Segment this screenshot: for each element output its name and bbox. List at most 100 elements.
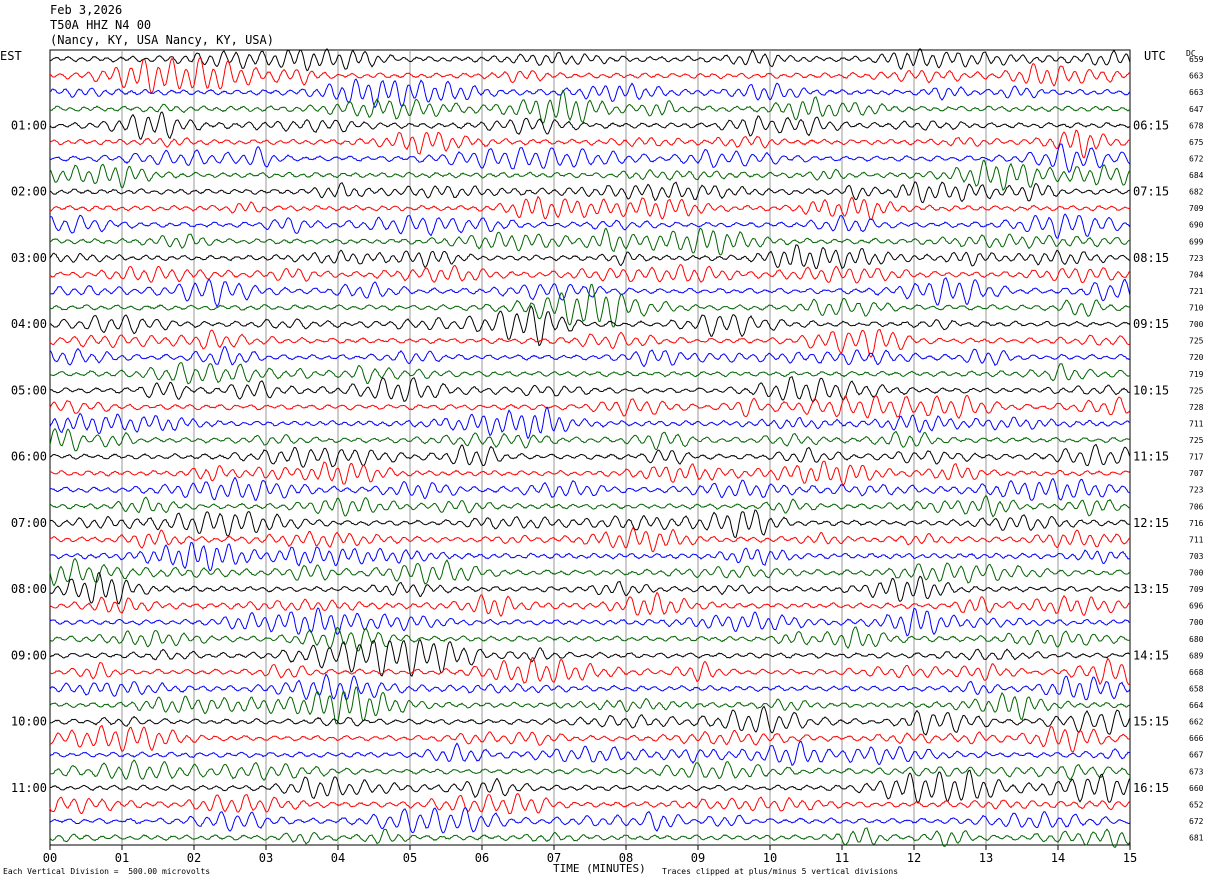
dc-offset-label: 717 bbox=[1189, 453, 1204, 462]
seismic-trace bbox=[49, 460, 1131, 486]
dc-header-label: DC bbox=[1186, 49, 1196, 58]
seismic-trace bbox=[49, 181, 1131, 204]
dc-offset-label: 682 bbox=[1189, 188, 1204, 197]
dc-offset-label: 684 bbox=[1189, 171, 1204, 180]
x-tick-label: 06 bbox=[475, 851, 489, 865]
dc-offset-label: 680 bbox=[1189, 635, 1204, 644]
seismic-trace bbox=[49, 48, 1131, 72]
time-axis: 00 01 02 03 04 05 06 07 08 09 10 11 12 13 14 15 bbox=[43, 845, 1137, 865]
seismic-trace bbox=[49, 807, 1131, 834]
dc-offset-label: 711 bbox=[1189, 535, 1204, 544]
seismic-trace bbox=[49, 328, 1131, 358]
seismic-trace bbox=[50, 78, 1131, 109]
dc-offset-label: 721 bbox=[1189, 287, 1204, 296]
seismic-trace bbox=[49, 673, 1131, 701]
right-time-label: 16:15 bbox=[1133, 781, 1169, 795]
dc-offset-label: 709 bbox=[1189, 204, 1204, 213]
dc-offset-label: 668 bbox=[1189, 668, 1204, 677]
left-time-labels: 01:00 02:00 03:00 04:00 05:00 06:00 07:00 08:00… bbox=[11, 118, 47, 795]
seismic-trace bbox=[49, 656, 1131, 686]
seismic-trace bbox=[49, 283, 1131, 328]
dc-offset-label: 700 bbox=[1189, 320, 1204, 329]
dc-offset-label: 672 bbox=[1189, 154, 1204, 163]
x-tick-label: 11 bbox=[835, 851, 849, 865]
x-tick-label: 02 bbox=[187, 851, 201, 865]
plot-grid bbox=[49, 49, 1131, 846]
x-tick-label: 05 bbox=[403, 851, 417, 865]
seismic-trace bbox=[49, 626, 1131, 652]
dc-offset-label: 672 bbox=[1189, 817, 1204, 826]
seismic-trace bbox=[49, 724, 1131, 753]
right-time-label: 06:15 bbox=[1133, 118, 1169, 132]
seismic-trace bbox=[49, 264, 1131, 284]
seismic-trace bbox=[49, 591, 1131, 618]
dc-offset-label: 681 bbox=[1189, 834, 1204, 843]
x-tick-label: 15 bbox=[1123, 851, 1137, 865]
left-time-label: 09:00 bbox=[11, 648, 47, 662]
left-time-label: 07:00 bbox=[11, 516, 47, 530]
footer-scale-note: Each Vertical Division = 500.00 microvol… bbox=[3, 867, 211, 876]
dc-offset-label: 709 bbox=[1189, 585, 1204, 594]
plot-frame bbox=[49, 49, 1131, 846]
seismic-trace bbox=[49, 428, 1131, 452]
dc-offset-label: 710 bbox=[1189, 304, 1204, 313]
dc-offset-label: 666 bbox=[1189, 734, 1204, 743]
dc-offset-label: 658 bbox=[1189, 684, 1204, 693]
header-station: T50A HHZ N4 00 bbox=[50, 18, 152, 32]
dc-offset-label: 659 bbox=[1189, 55, 1204, 64]
dc-offset-label: 703 bbox=[1189, 552, 1204, 561]
right-timezone-label: UTC bbox=[1144, 49, 1166, 63]
dc-offset-label: 725 bbox=[1189, 436, 1204, 445]
dc-offset-label: 660 bbox=[1189, 784, 1204, 793]
left-time-label: 11:00 bbox=[11, 781, 47, 795]
dc-offset-label: 723 bbox=[1189, 486, 1204, 495]
dc-offset-label: 663 bbox=[1189, 72, 1204, 81]
dc-offset-label: 664 bbox=[1189, 701, 1204, 710]
x-tick-label: 13 bbox=[979, 851, 993, 865]
left-time-label: 01:00 bbox=[11, 118, 47, 132]
right-time-label: 15:15 bbox=[1133, 715, 1169, 729]
dc-offset-label: 716 bbox=[1189, 519, 1204, 528]
seismic-trace bbox=[49, 375, 1131, 403]
dc-offset-label: 690 bbox=[1189, 221, 1204, 230]
seismic-trace bbox=[49, 740, 1131, 766]
seismic-trace bbox=[49, 277, 1131, 308]
dc-offset-label: 704 bbox=[1189, 270, 1204, 279]
seismic-trace bbox=[49, 827, 1131, 849]
seismic-trace bbox=[49, 476, 1131, 501]
dc-offset-label: 675 bbox=[1189, 138, 1204, 147]
dc-offset-label: 706 bbox=[1189, 502, 1204, 511]
seismic-trace bbox=[49, 346, 1131, 368]
left-time-label: 05:00 bbox=[11, 383, 47, 397]
x-tick-label: 07 bbox=[547, 851, 561, 865]
seismic-trace bbox=[49, 362, 1131, 385]
right-time-label: 09:15 bbox=[1133, 317, 1169, 331]
right-time-label: 14:15 bbox=[1133, 648, 1169, 662]
seismic-trace bbox=[49, 541, 1131, 572]
seismic-trace bbox=[49, 213, 1131, 239]
x-tick-label: 03 bbox=[259, 851, 273, 865]
dc-offset-label: 699 bbox=[1189, 237, 1204, 246]
dc-offset-label: 663 bbox=[1189, 88, 1204, 97]
dc-offset-label: 652 bbox=[1189, 800, 1204, 809]
footer-clip-note: Traces clipped at plus/minus 5 vertical … bbox=[662, 867, 899, 876]
dc-offset-label: 707 bbox=[1189, 469, 1204, 478]
seismic-trace bbox=[49, 526, 1131, 553]
right-time-label: 13:15 bbox=[1133, 582, 1169, 596]
seismic-trace bbox=[49, 227, 1131, 256]
seismic-trace bbox=[49, 509, 1131, 539]
seismic-trace bbox=[49, 638, 1131, 677]
x-tick-label: 08 bbox=[619, 851, 633, 865]
dc-offset-label: 662 bbox=[1189, 718, 1204, 727]
seismic-trace bbox=[50, 769, 1131, 804]
seismic-trace bbox=[49, 129, 1131, 159]
right-time-label: 11:15 bbox=[1133, 450, 1169, 464]
seismic-trace bbox=[49, 494, 1131, 518]
dc-offset-label: 725 bbox=[1189, 386, 1204, 395]
dc-offset-label: 647 bbox=[1189, 105, 1204, 114]
seismic-trace bbox=[49, 571, 1131, 605]
seismic-trace bbox=[49, 705, 1131, 736]
seismic-trace bbox=[49, 57, 1131, 94]
right-time-labels: 06:15 07:15 08:15 09:15 10:15 11:15 12:15 13:15… bbox=[1133, 118, 1169, 795]
